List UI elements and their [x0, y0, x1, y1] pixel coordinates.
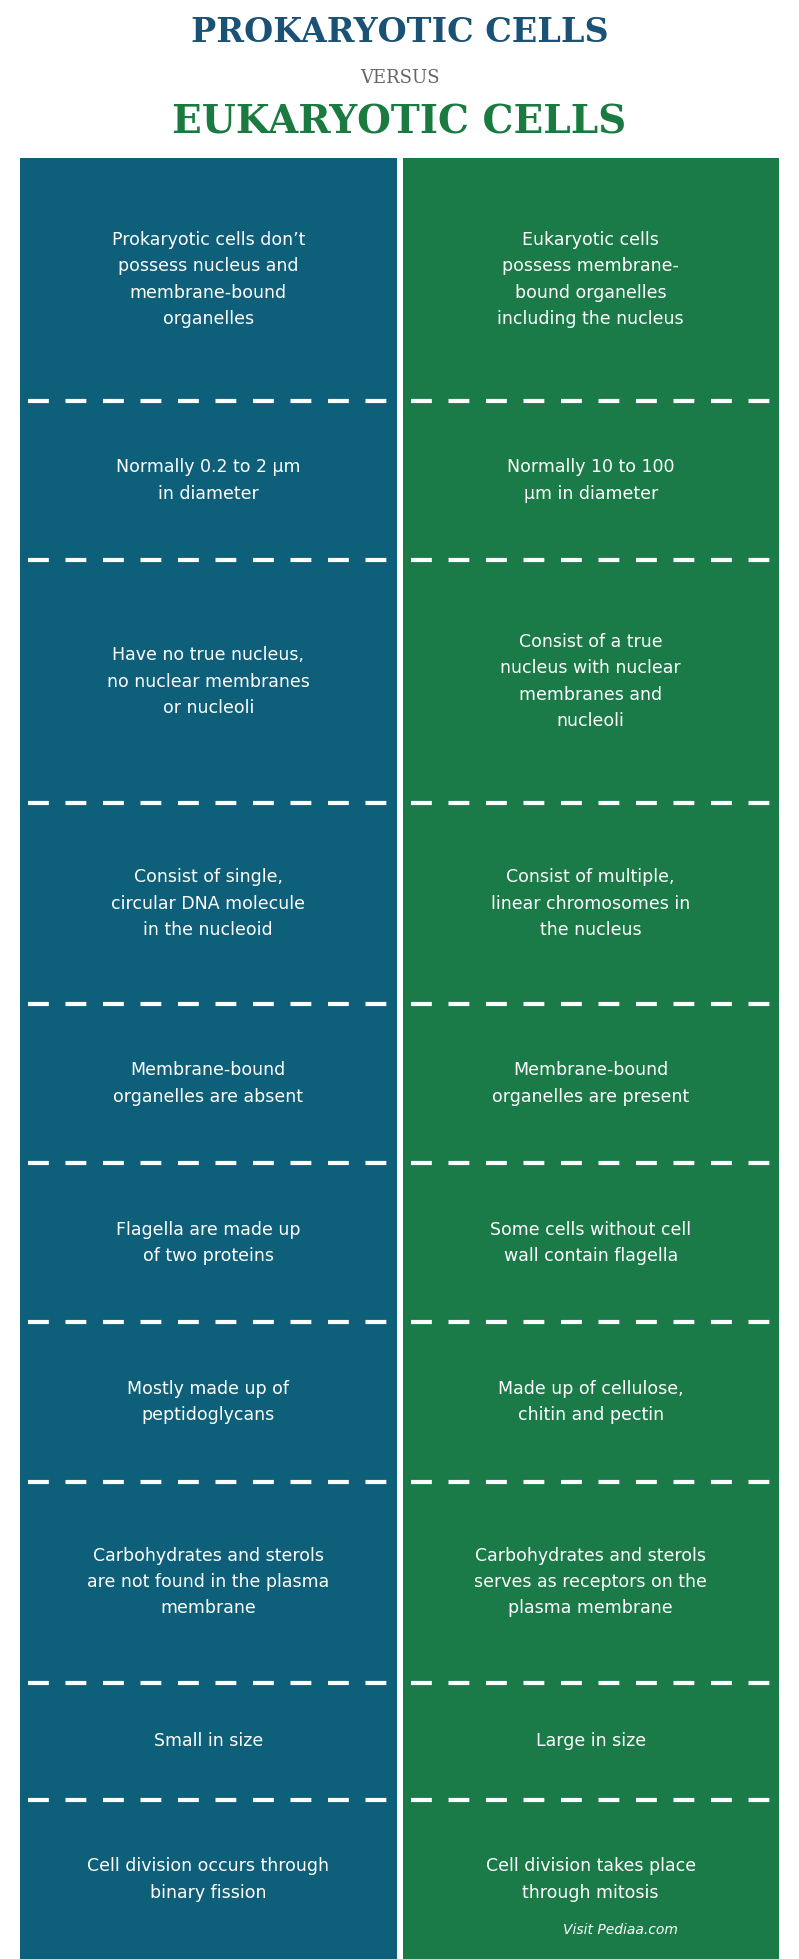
Bar — [403, 803, 779, 1005]
Bar — [403, 1005, 779, 1164]
Bar — [20, 159, 396, 402]
Bar — [403, 1800, 779, 1959]
Bar — [20, 1005, 396, 1164]
Bar — [403, 560, 779, 803]
Text: Prokaryotic cells don’t
possess nucleus and
membrane-bound
organelles: Prokaryotic cells don’t possess nucleus … — [112, 231, 305, 327]
Text: Consist of a true
nucleus with nuclear
membranes and
nucleoli: Consist of a true nucleus with nuclear m… — [500, 633, 681, 731]
Text: Made up of cellulose,
chitin and pectin: Made up of cellulose, chitin and pectin — [498, 1379, 684, 1424]
Bar — [20, 1164, 396, 1322]
Text: Cell division takes place
through mitosis: Cell division takes place through mitosi… — [486, 1857, 696, 1902]
Bar — [403, 1481, 779, 1683]
Text: Consist of multiple,
linear chromosomes in
the nucleus: Consist of multiple, linear chromosomes … — [491, 868, 690, 938]
Text: Carbohydrates and sterols
are not found in the plasma
membrane: Carbohydrates and sterols are not found … — [87, 1548, 329, 1618]
Bar — [403, 1164, 779, 1322]
Text: Consist of single,
circular DNA molecule
in the nucleoid: Consist of single, circular DNA molecule… — [111, 868, 305, 938]
Text: Membrane-bound
organelles are absent: Membrane-bound organelles are absent — [113, 1062, 304, 1105]
Text: Large in size: Large in size — [535, 1732, 646, 1749]
Text: Flagella are made up
of two proteins: Flagella are made up of two proteins — [116, 1220, 300, 1266]
Bar — [20, 1800, 396, 1959]
Bar — [403, 1322, 779, 1481]
Bar — [20, 560, 396, 803]
Text: Small in size: Small in size — [153, 1732, 263, 1749]
Text: PROKARYOTIC CELLS: PROKARYOTIC CELLS — [191, 16, 608, 49]
Bar — [20, 803, 396, 1005]
Text: Mostly made up of
peptidoglycans: Mostly made up of peptidoglycans — [127, 1379, 289, 1424]
Bar — [403, 159, 779, 402]
Text: VERSUS: VERSUS — [360, 69, 439, 86]
Bar — [20, 1481, 396, 1683]
Bar — [20, 1322, 396, 1481]
Text: Carbohydrates and sterols
serves as receptors on the
plasma membrane: Carbohydrates and sterols serves as rece… — [475, 1548, 707, 1618]
Bar — [20, 1683, 396, 1800]
Text: Visit Pediaa.com: Visit Pediaa.com — [563, 1924, 678, 1937]
Bar — [20, 402, 396, 560]
Text: EUKARYOTIC CELLS: EUKARYOTIC CELLS — [173, 104, 626, 141]
Text: Normally 0.2 to 2 μm
in diameter: Normally 0.2 to 2 μm in diameter — [116, 458, 300, 503]
Text: Normally 10 to 100
μm in diameter: Normally 10 to 100 μm in diameter — [507, 458, 674, 503]
Text: Some cells without cell
wall contain flagella: Some cells without cell wall contain fla… — [491, 1220, 691, 1266]
Bar — [403, 1683, 779, 1800]
Text: Have no true nucleus,
no nuclear membranes
or nucleoli: Have no true nucleus, no nuclear membran… — [107, 646, 310, 717]
Bar — [403, 402, 779, 560]
Text: Membrane-bound
organelles are present: Membrane-bound organelles are present — [492, 1062, 690, 1105]
Text: Cell division occurs through
binary fission: Cell division occurs through binary fiss… — [87, 1857, 329, 1902]
Text: Eukaryotic cells
possess membrane-
bound organelles
including the nucleus: Eukaryotic cells possess membrane- bound… — [498, 231, 684, 327]
